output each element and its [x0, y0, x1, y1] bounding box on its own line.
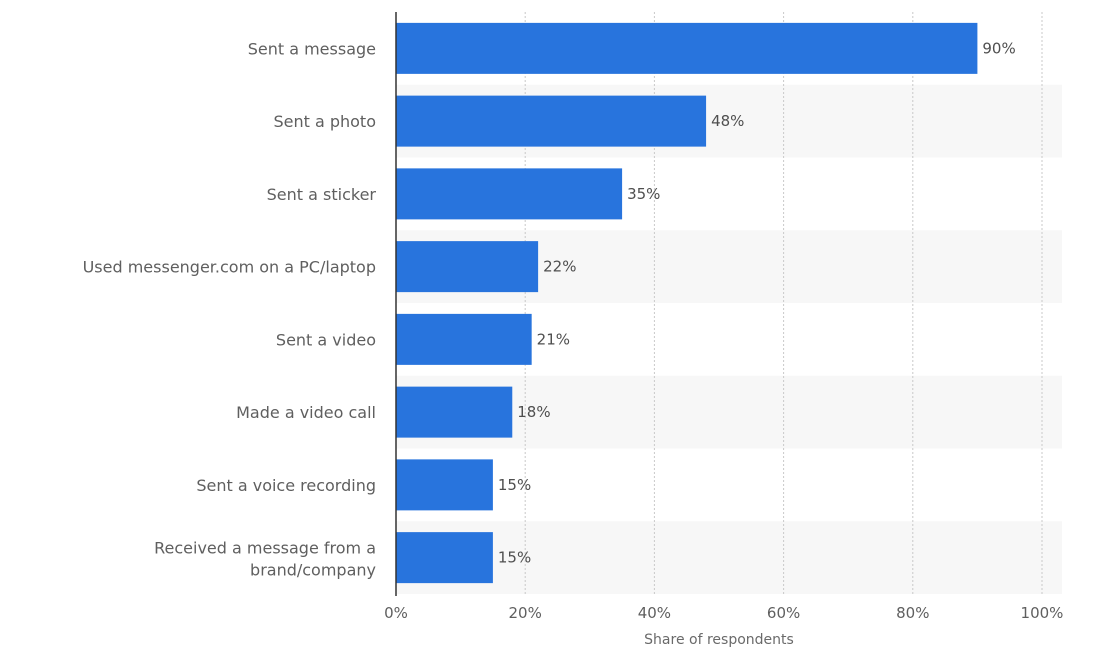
bar[interactable] — [396, 241, 539, 293]
bar[interactable] — [396, 532, 493, 584]
category-label: Sent a photo — [273, 112, 376, 131]
value-label: 15% — [498, 549, 531, 567]
bar[interactable] — [396, 95, 707, 147]
row-band — [396, 521, 1062, 594]
category-label: Received a message from a brand/company — [154, 539, 376, 580]
value-label: 22% — [543, 258, 576, 276]
x-tick-label: 100% — [1021, 604, 1064, 622]
category-label: Sent a voice recording — [196, 476, 376, 495]
bar[interactable] — [396, 313, 532, 365]
category-label: Sent a video — [276, 330, 376, 349]
x-tick-label: 20% — [509, 604, 542, 622]
bar[interactable] — [396, 459, 493, 511]
category-label: Used messenger.com on a PC/laptop — [83, 258, 376, 277]
category-label: Sent a sticker — [267, 185, 377, 204]
x-tick-label: 80% — [896, 604, 929, 622]
bar[interactable] — [396, 168, 623, 220]
category-labels: Sent a message Sent a photo Sent a sticker… — [83, 39, 377, 579]
value-label: 48% — [711, 112, 744, 130]
value-label: 18% — [517, 403, 550, 421]
value-label: 15% — [498, 476, 531, 494]
value-label: 21% — [537, 330, 570, 348]
x-axis-ticks: 0% 20% 40% 60% 80% 100% — [384, 604, 1063, 622]
category-label: Made a video call — [236, 403, 376, 422]
value-labels: 90% 48% 35% 22% 21% 18% 15% 15% — [498, 39, 1016, 566]
value-label: 90% — [982, 39, 1015, 57]
bar[interactable] — [396, 22, 978, 74]
x-tick-label: 40% — [638, 604, 671, 622]
row-bands — [396, 84, 1062, 594]
bar[interactable] — [396, 386, 513, 438]
value-label: 35% — [627, 185, 660, 203]
bars — [396, 22, 978, 584]
x-axis-title: Share of respondents — [644, 632, 794, 648]
x-tick-label: 60% — [767, 604, 800, 622]
x-tick-label: 0% — [384, 604, 408, 622]
category-label: Sent a message — [248, 39, 376, 58]
